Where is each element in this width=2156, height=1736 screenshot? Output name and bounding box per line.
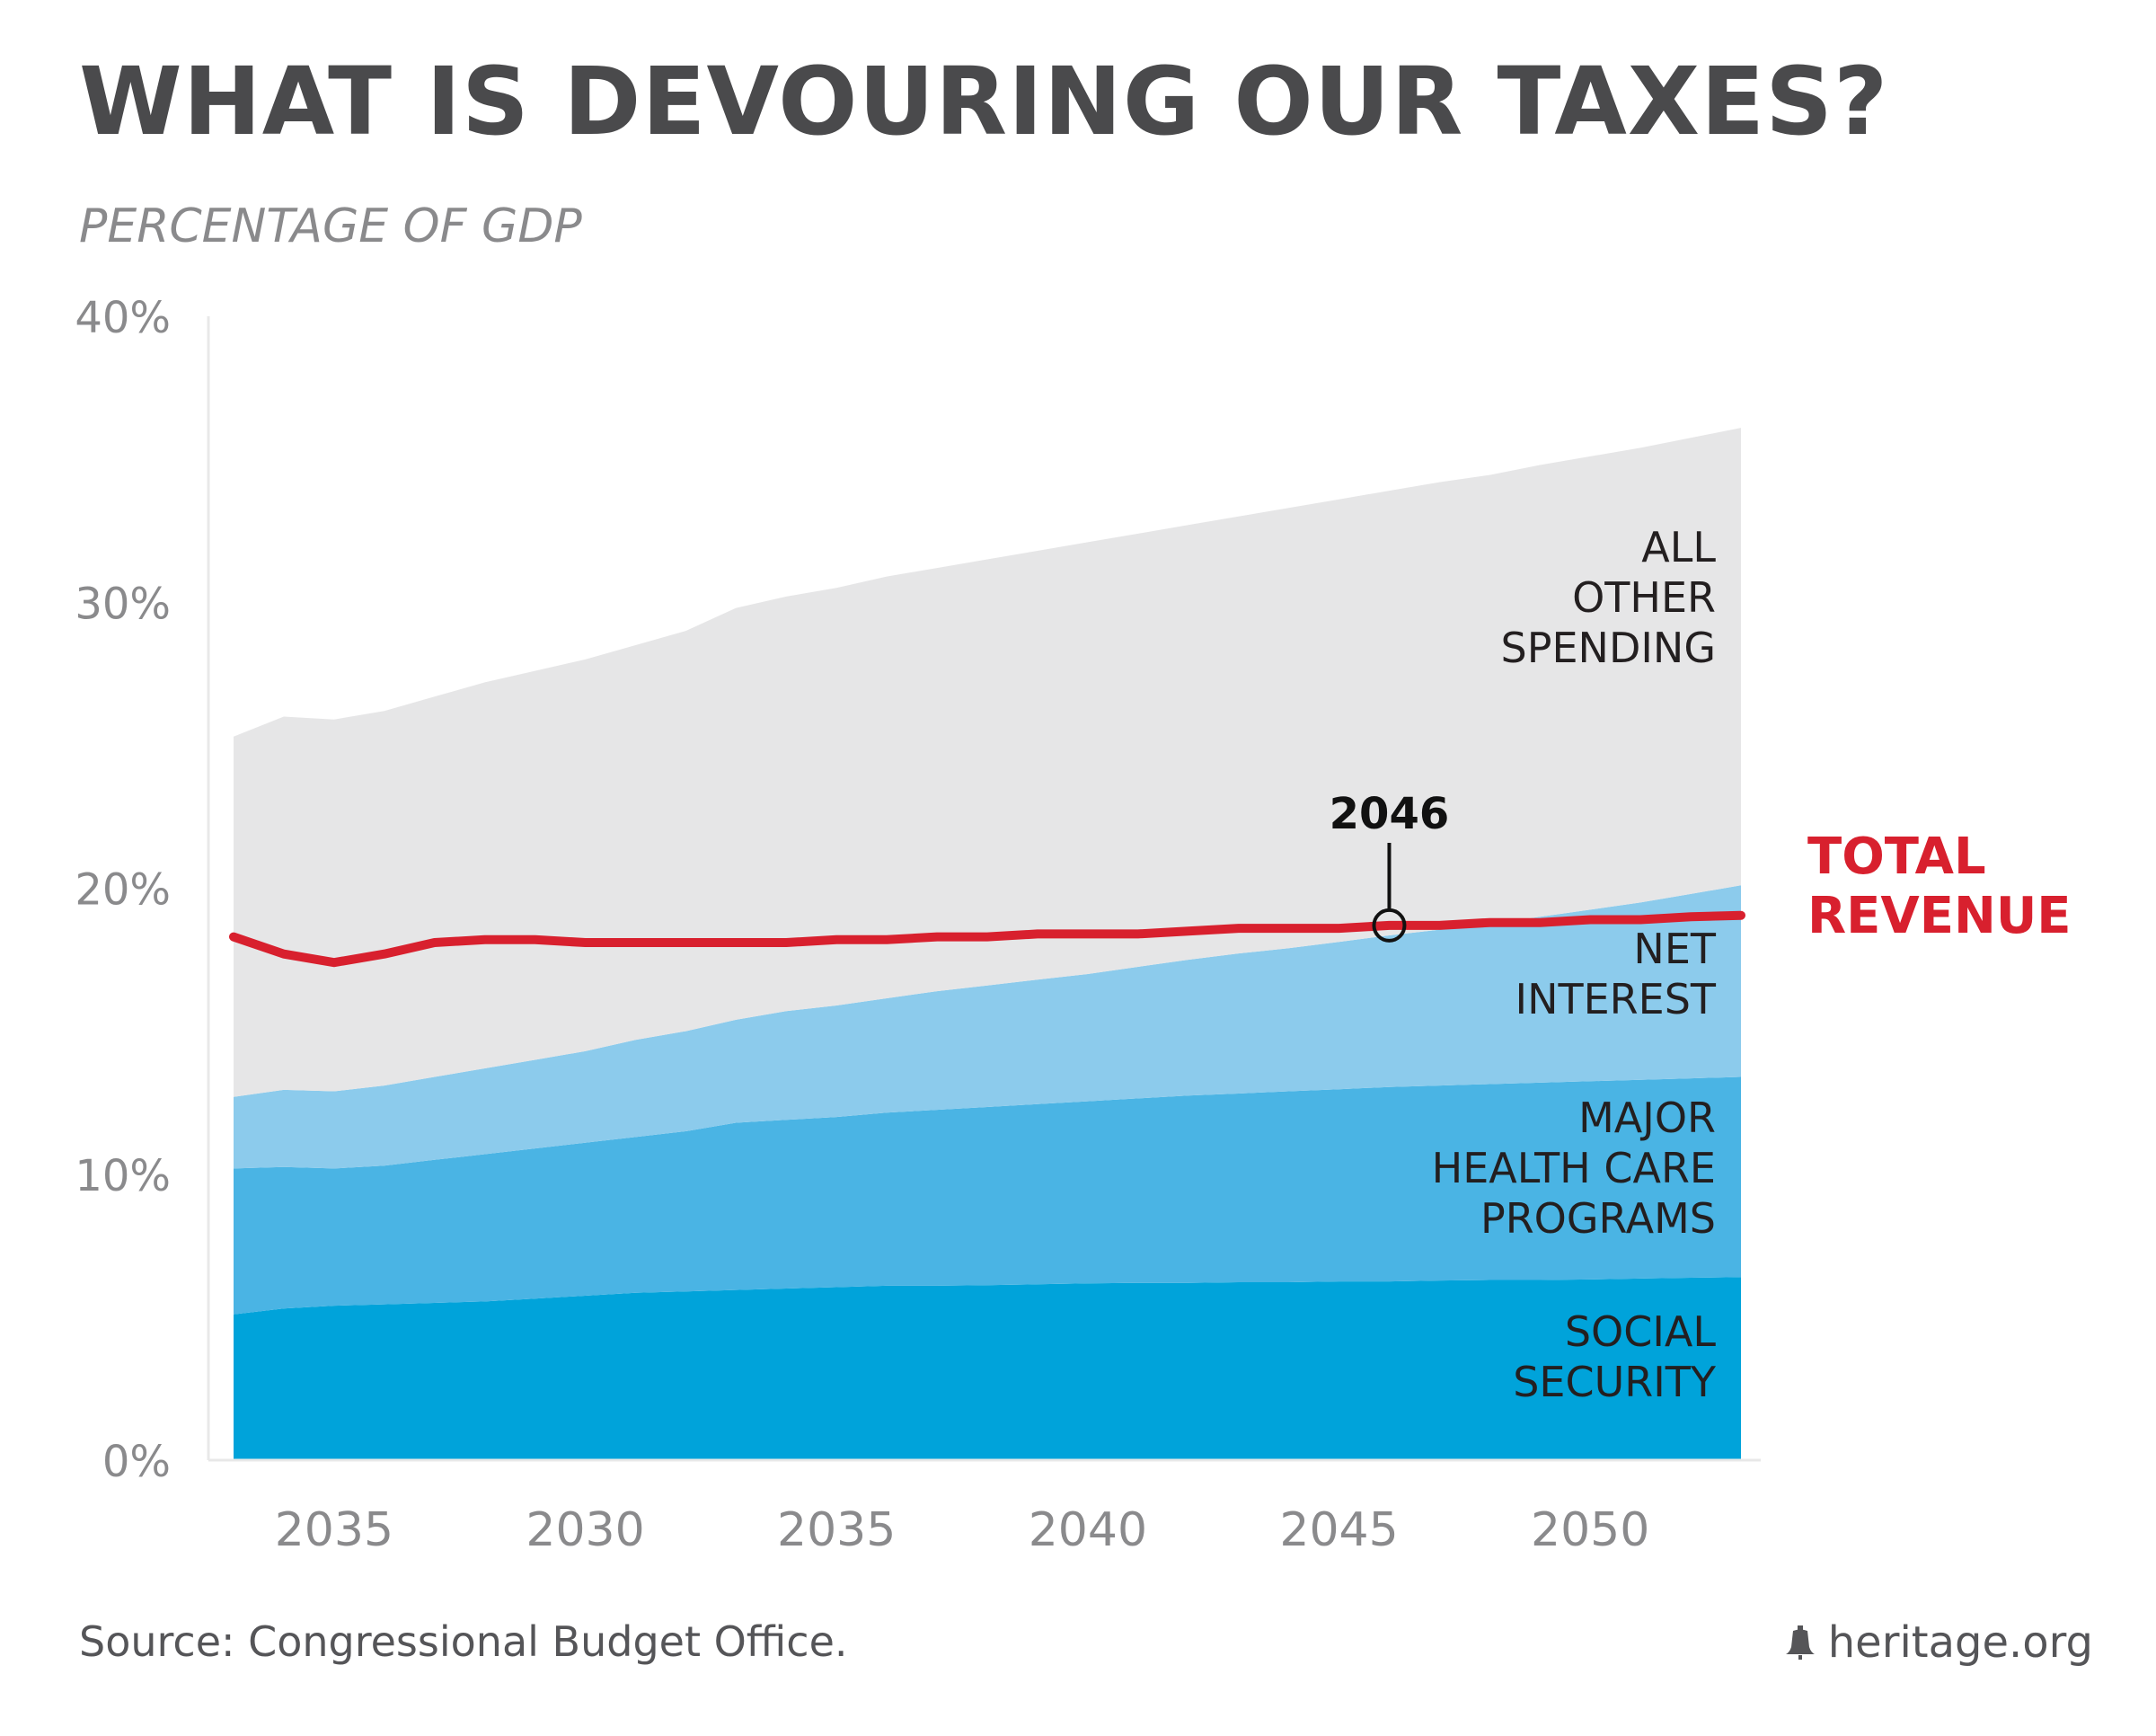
x-tick-label: 2040 xyxy=(1029,1503,1147,1557)
brand[interactable]: heritage.org xyxy=(1785,1617,2093,1668)
series-label: NET INTEREST xyxy=(1515,925,1717,1023)
annotation-label: 2046 xyxy=(1330,789,1450,839)
source-note: Source: Congressional Budget Office. xyxy=(79,1617,848,1666)
y-tick-label: 10% xyxy=(75,1151,171,1201)
x-tick-label: 2045 xyxy=(1279,1503,1398,1557)
total-revenue-label: TOTAL REVENUE xyxy=(1807,828,2072,945)
x-tick-label: 2050 xyxy=(1531,1503,1649,1557)
y-tick-label: 0% xyxy=(102,1437,171,1487)
axes-group: 0% 10% 20% 30% 40% 2035 2030 2035 2040 2045 2050 xyxy=(75,293,1761,1557)
x-tick-label: 2035 xyxy=(777,1503,896,1557)
chart-subtitle: PERCENTAGE OF GDP xyxy=(79,199,582,253)
crossover-marker xyxy=(1372,908,1407,943)
y-tick-label: 40% xyxy=(75,293,171,343)
area-social-security xyxy=(234,1277,1741,1460)
revenue-line-group: TOTAL REVENUE xyxy=(229,828,2072,968)
y-tick-label: 20% xyxy=(75,865,171,916)
series-label: MAJOR HEALTH CARE PROGRAMS xyxy=(1432,1094,1716,1243)
series-label: ALL OTHER SPENDING xyxy=(1501,523,1717,672)
y-tick-label: 30% xyxy=(75,579,171,629)
brand-text: heritage.org xyxy=(1827,1617,2093,1668)
series-labels-group: SOCIAL SECURITY MAJOR HEALTH CARE PROGRAMS NE… xyxy=(1432,523,1717,1406)
series-label: SOCIAL SECURITY xyxy=(1513,1307,1717,1406)
x-tick-label: 2030 xyxy=(526,1503,644,1557)
total-revenue-line xyxy=(229,910,1745,968)
area-net-interest xyxy=(234,885,1741,1169)
area-major-health-care-programs xyxy=(234,1076,1741,1315)
liberty-bell-icon xyxy=(1785,1625,1815,1660)
page-title: WHAT IS DEVOURING OUR TAXES? xyxy=(79,47,1889,156)
x-tick-label: 2035 xyxy=(275,1503,393,1557)
annotation-group: 2046 xyxy=(1330,789,1450,943)
